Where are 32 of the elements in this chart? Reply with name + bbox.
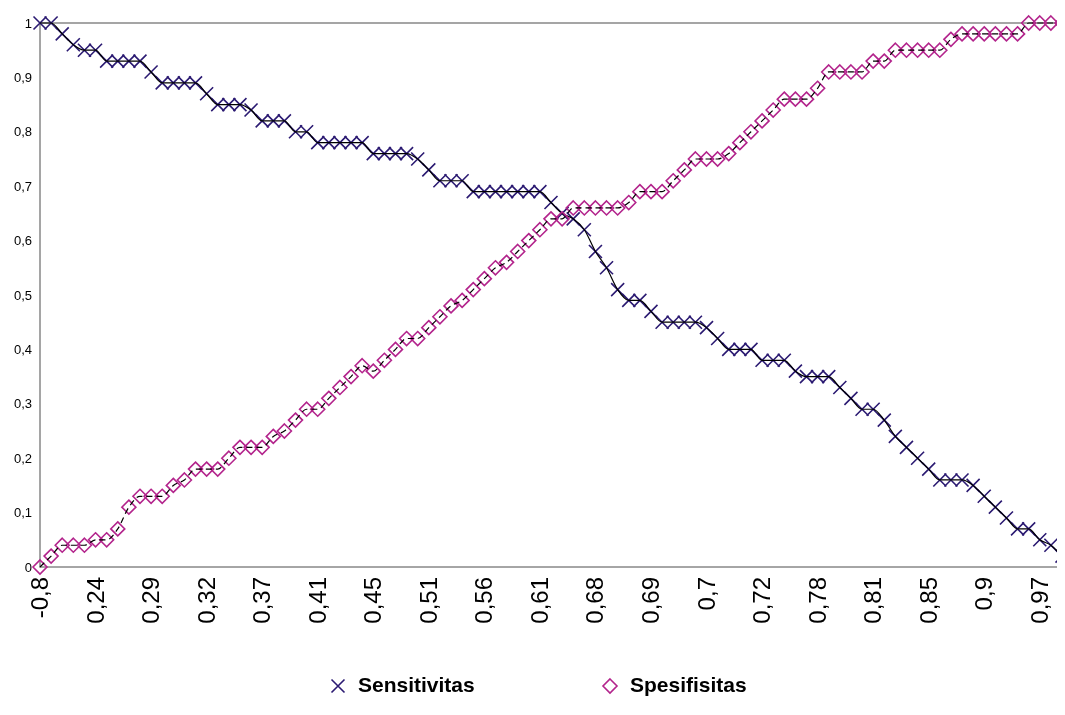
x-tick-label: 0,51	[414, 577, 442, 624]
y-tick-label: 0	[24, 559, 32, 575]
x-tick-label: 0,37	[248, 577, 276, 624]
x-tick-label: -0,8	[26, 577, 53, 619]
y-tick-label: 0,8	[13, 124, 32, 140]
y-tick-label: 0,2	[13, 450, 32, 466]
y-tick-label: 0,5	[13, 287, 32, 303]
x-tick-label: 0,69	[636, 577, 664, 624]
x-tick-label: 0,56	[470, 577, 498, 624]
x-tick-label: 0,72	[748, 577, 776, 624]
x-tick-label: 0,7	[692, 577, 720, 611]
x-tick-label: 0,32	[192, 577, 220, 624]
x-tick-label: 0,45	[359, 577, 387, 624]
y-tick-label: 0,7	[13, 178, 32, 194]
x-tick-label: 0,9	[970, 577, 998, 611]
x-tick-label: 0,41	[303, 577, 331, 624]
x-tick-label: 0,68	[581, 577, 609, 624]
x-tick-label: 0,61	[525, 577, 553, 624]
y-tick-label: 0,9	[13, 69, 32, 85]
x-tick-label: 0,24	[81, 577, 109, 624]
y-tick-label: 1	[24, 15, 32, 31]
y-tick-label: 0,6	[13, 233, 32, 249]
x-tick-label: 0,78	[803, 577, 831, 624]
y-tick-label: 0,1	[13, 505, 32, 521]
x-tick-label: 0,85	[914, 577, 942, 624]
legend-label: Sensitivitas	[358, 673, 475, 696]
y-tick-label: 0,3	[13, 396, 32, 412]
x-tick-label: 0,81	[859, 577, 887, 624]
legend-label: Spesifisitas	[630, 673, 747, 696]
y-tick-label: 0,4	[13, 341, 32, 357]
x-tick-label: 0,97	[1025, 577, 1053, 624]
x-tick-label: 0,29	[137, 577, 165, 624]
